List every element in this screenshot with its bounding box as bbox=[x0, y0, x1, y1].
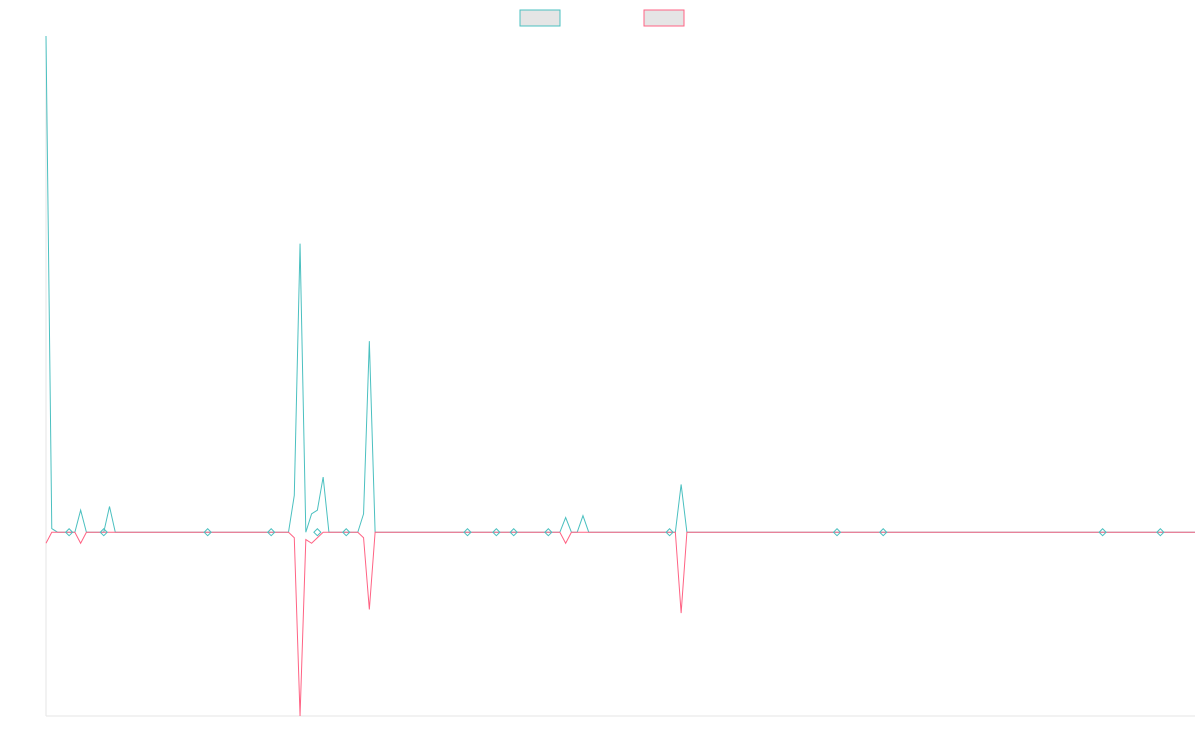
legend-swatch-1 bbox=[519, 9, 561, 27]
series-line-1 bbox=[45, 35, 1195, 533]
point-markers bbox=[64, 528, 1165, 537]
legend bbox=[519, 9, 685, 27]
data-point-marker bbox=[1156, 528, 1165, 537]
data-point-marker bbox=[1098, 528, 1107, 537]
axes bbox=[45, 36, 1195, 717]
data-point-marker bbox=[544, 528, 553, 537]
series-line-2 bbox=[45, 531, 1195, 717]
data-point-marker bbox=[665, 528, 674, 537]
data-point-marker bbox=[203, 528, 212, 537]
data-point-marker bbox=[99, 528, 108, 537]
data-point-marker bbox=[342, 528, 351, 537]
data-point-marker bbox=[832, 528, 842, 537]
data-point-marker bbox=[64, 528, 74, 537]
data-point-marker bbox=[266, 528, 276, 537]
data-point-marker bbox=[463, 528, 472, 537]
data-point-marker bbox=[879, 528, 888, 537]
data-point-marker bbox=[509, 528, 518, 537]
data-point-marker bbox=[492, 528, 501, 537]
data-point-marker bbox=[313, 528, 322, 537]
legend-swatch-2 bbox=[643, 9, 685, 27]
series-lines bbox=[45, 35, 1195, 717]
